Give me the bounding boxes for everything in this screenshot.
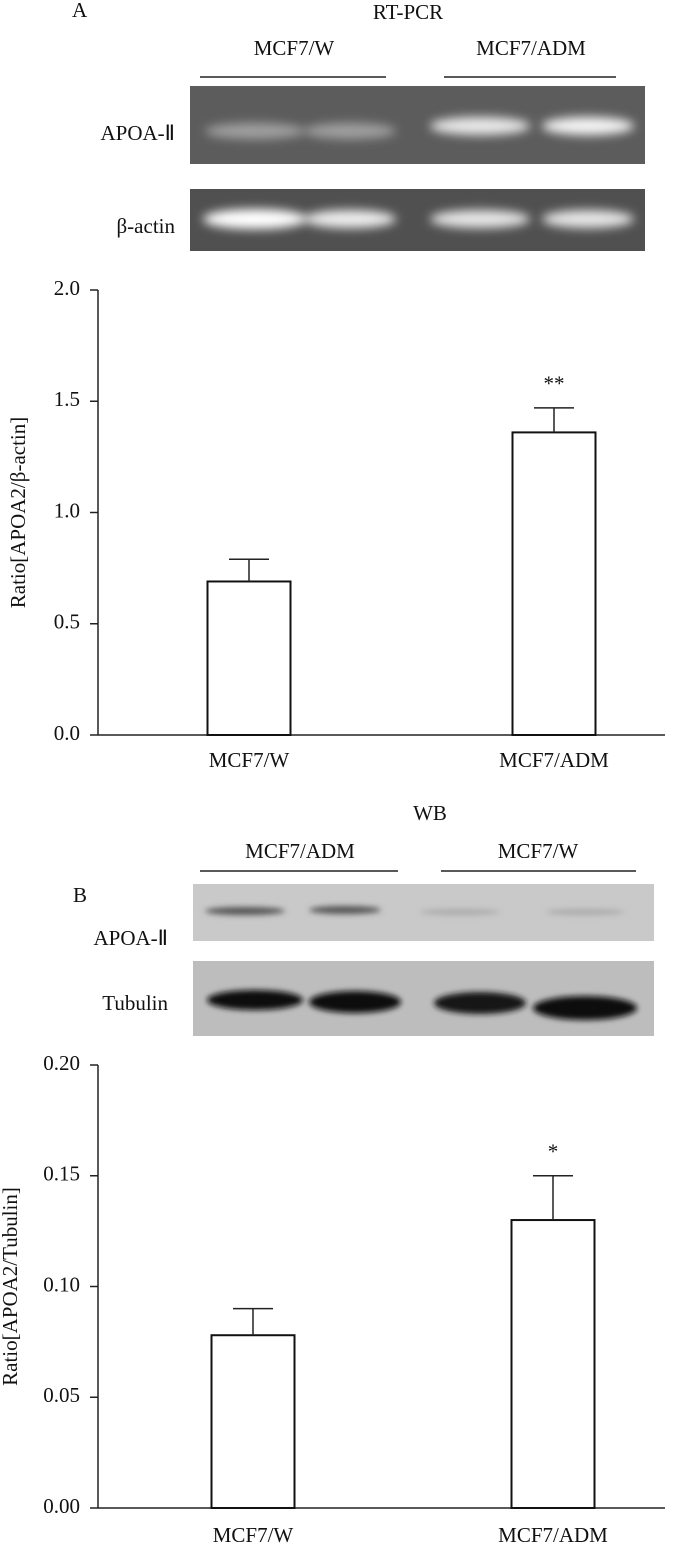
bar: [206, 580, 292, 736]
error-bar: [233, 1307, 273, 1336]
row-label: APOA-Ⅱ: [100, 121, 175, 145]
y-tick-label: 2.0: [54, 276, 80, 300]
y-tick-label: 1.0: [54, 498, 80, 522]
row-label: APOA-Ⅱ: [93, 926, 168, 950]
group-label: MCF7/W: [498, 839, 579, 863]
error-bar: [533, 1175, 573, 1221]
significance-label: **: [544, 372, 565, 396]
bar: [210, 1334, 296, 1509]
blot-title: WB: [413, 801, 447, 825]
bar: [511, 431, 597, 736]
y-axis-label: Ratio[APOA2/β-actin]: [6, 417, 30, 608]
y-tick-label: 1.5: [54, 387, 80, 411]
y-tick-label: 0.5: [54, 610, 80, 634]
group-label: MCF7/ADM: [245, 839, 355, 863]
significance-label: *: [548, 1140, 559, 1164]
y-axis-label: Ratio[APOA2/Tubulin]: [0, 1187, 22, 1386]
group-label: MCF7/ADM: [476, 36, 586, 60]
gel: [190, 86, 645, 251]
x-tick-label: MCF7/W: [209, 748, 290, 772]
panel-label: B: [73, 883, 87, 907]
x-tick-label: MCF7/ADM: [499, 748, 609, 772]
gel: [193, 884, 654, 1036]
x-tick-label: MCF7/ADM: [498, 1523, 608, 1547]
y-tick-label: 0.15: [43, 1162, 80, 1186]
y-tick-label: 0.20: [43, 1051, 80, 1075]
blot-title: RT-PCR: [373, 0, 443, 24]
bar: [510, 1219, 596, 1510]
x-tick-label: MCF7/W: [213, 1523, 294, 1547]
panel-label: A: [72, 0, 88, 22]
row-label: β-actin: [117, 214, 176, 238]
y-tick-label: 0.0: [54, 721, 80, 745]
error-bar: [229, 558, 269, 582]
group-label: MCF7/W: [254, 36, 335, 60]
y-tick-label: 0.00: [43, 1494, 80, 1518]
y-tick-label: 0.10: [43, 1272, 80, 1296]
error-bar: [534, 407, 574, 433]
row-label: Tubulin: [102, 991, 168, 1015]
y-tick-label: 0.05: [43, 1383, 80, 1407]
